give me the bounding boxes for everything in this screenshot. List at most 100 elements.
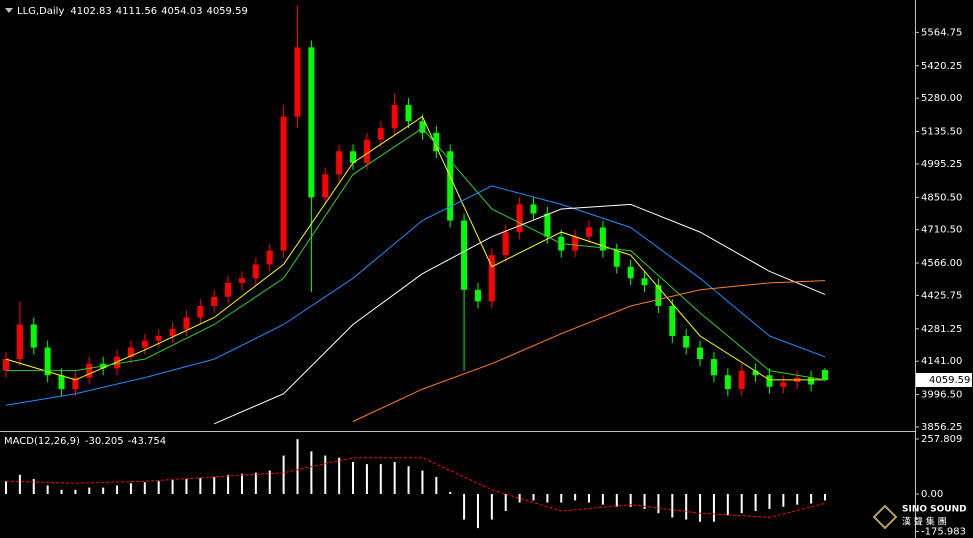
macd-bar [240,473,243,494]
macd-bar [254,472,257,494]
macd-bar [449,491,452,494]
candle-body [30,324,37,348]
moving-average-line [214,203,826,425]
macd-bar [463,493,466,520]
candle-body [599,227,606,251]
candle-body [516,204,523,233]
candle-body [544,213,551,237]
y-tick-label: 5135.50 [921,127,962,138]
macd-bar [227,474,230,494]
macd-bar [365,464,368,494]
candle-body [405,105,412,122]
macd-bar [782,493,785,507]
candle-body [766,375,773,387]
macd-bar [46,485,49,494]
candle-body [280,116,287,251]
macd-header: MACD(12,26,9) -30.205 -43.754 [4,436,166,447]
candle-body [808,377,815,385]
y-tick-label: 4566.00 [921,258,962,269]
candle-body [447,151,454,221]
y-tick-label: -175.983 [921,527,966,538]
candle-body [641,278,648,286]
candle-body [655,285,662,306]
macd-bar [60,489,63,494]
candle-body [419,121,426,133]
macd-bar [213,476,216,494]
candle-body [183,317,190,330]
macd-bar [643,493,646,509]
candle-body [350,151,357,163]
macd-bar [102,487,105,494]
macd-bar [824,493,826,501]
macd-bar [324,455,327,494]
macd-bar [282,455,285,494]
y-tick-label: 5280.00 [921,93,962,104]
candle-body [724,375,731,390]
y-tick-label: 5564.75 [921,27,962,38]
macd-bar [171,480,174,494]
candle-body [780,382,787,387]
y-tick-label: 0.00 [921,489,943,500]
macd-bar [476,493,479,529]
macd-bar [199,477,202,494]
macd-bar [657,493,660,514]
macd-bar [435,476,438,494]
macd-bar [726,493,729,516]
candle-body [502,232,509,256]
y-tick-label: 4995.25 [921,159,962,170]
macd-bar [5,481,7,494]
logo-brand: SINO SOUND [902,505,967,515]
last-high: 4111.56 [116,6,157,17]
candle-body [752,370,759,376]
signal-line [5,457,826,518]
macd-bar [796,493,799,505]
macd-bar [810,493,813,504]
macd-label: MACD(12,26,9) [4,436,80,447]
candle-body [44,347,51,376]
candle-body [127,347,134,357]
candle-body [710,359,717,376]
macd-bar [504,493,507,512]
candle-body [822,369,828,380]
macd-bar [629,493,632,507]
moving-average-line [5,115,825,381]
macd-bar [560,493,563,503]
macd-bar [740,493,743,514]
candle-body [738,370,745,390]
symbol-marker [5,8,13,13]
y-tick-label: 4425.75 [921,290,962,301]
candle-body [474,289,481,302]
candle-body [336,151,343,175]
macd-bar [588,493,591,503]
macd-bar [74,489,77,494]
macd-bar [352,462,355,494]
candle-body [586,227,593,237]
y-tick-label: 5420.25 [921,61,962,72]
candle-body [72,377,79,390]
candle-body [16,324,23,360]
moving-average-line [352,280,826,422]
macd-bar [157,481,160,494]
macd-bar [18,474,21,494]
candle-body [572,236,579,251]
logo-name: 漢 聲 集 團 [902,516,947,528]
last-close: 4059.59 [206,6,247,17]
candle-body [114,356,121,369]
y-tick-label: 4281.25 [921,324,962,335]
signal-value: -43.754 [128,436,167,447]
macd-bar [546,493,549,503]
y-tick-label: 4141.00 [921,356,962,367]
macd-value: -30.205 [85,436,124,447]
candle-body [377,128,384,140]
candle-body [613,250,620,267]
macd-bar [338,457,341,494]
logo-icon [872,504,898,530]
macd-bar [768,493,771,509]
macd-bar [296,439,299,494]
macd-bar [532,493,535,501]
last-open: 4102.83 [70,6,111,17]
y-tick-label: 3856.25 [921,422,962,433]
candle-body [363,139,370,163]
macd-bar [32,479,35,494]
